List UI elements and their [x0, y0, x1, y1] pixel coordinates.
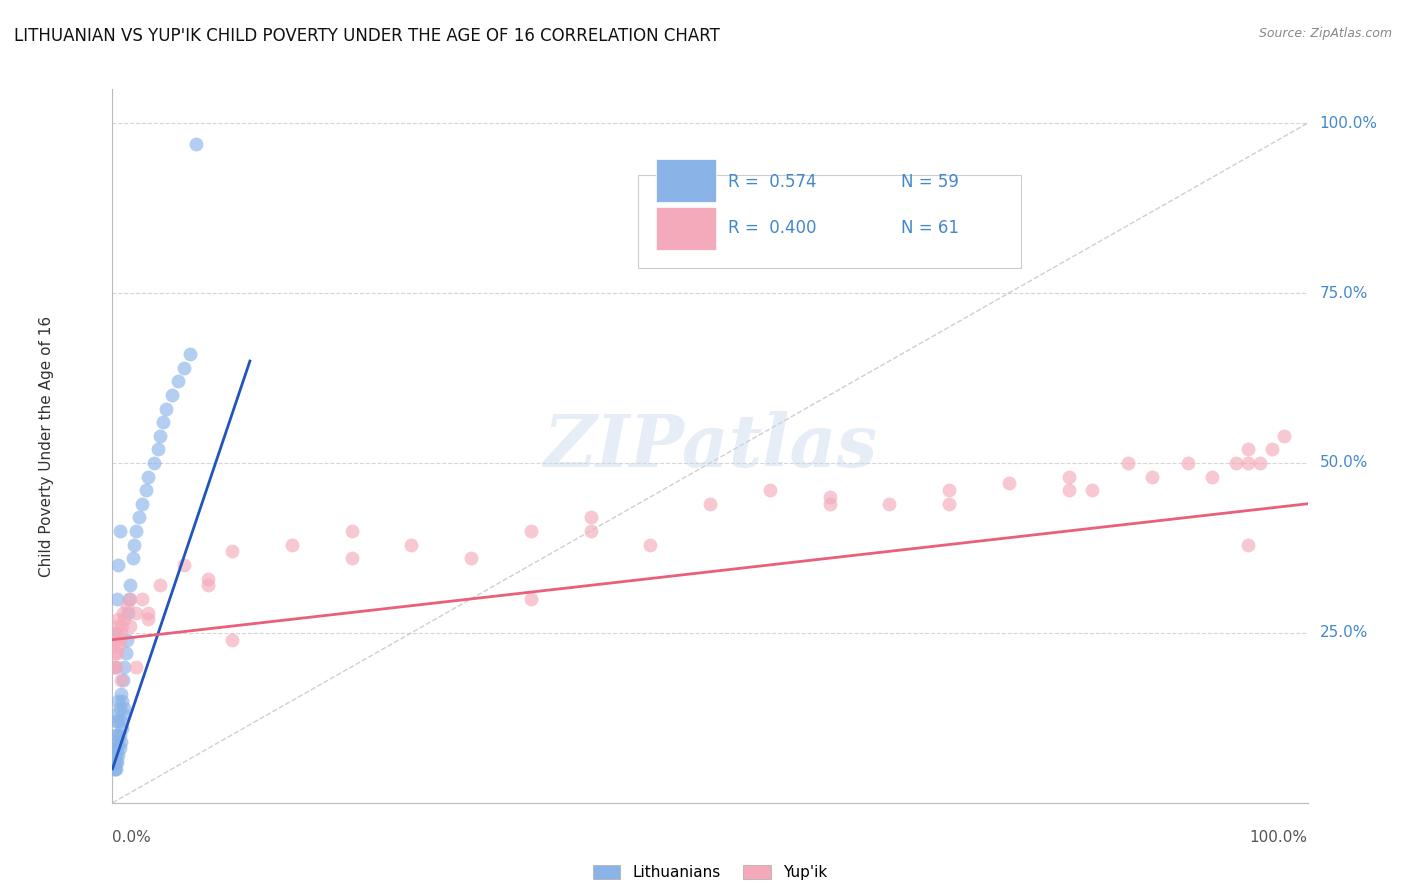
- Text: Source: ZipAtlas.com: Source: ZipAtlas.com: [1258, 27, 1392, 40]
- Text: Child Poverty Under the Age of 16: Child Poverty Under the Age of 16: [39, 316, 55, 576]
- Text: N = 61: N = 61: [901, 219, 959, 237]
- Text: 0.0%: 0.0%: [112, 830, 152, 845]
- Legend: Lithuanians, Yup'ik: Lithuanians, Yup'ik: [585, 857, 835, 888]
- Text: 50.0%: 50.0%: [1319, 456, 1368, 470]
- Text: ZIPatlas: ZIPatlas: [543, 410, 877, 482]
- FancyBboxPatch shape: [657, 159, 716, 202]
- Text: 75.0%: 75.0%: [1319, 285, 1368, 301]
- Text: N = 59: N = 59: [901, 173, 959, 191]
- FancyBboxPatch shape: [638, 175, 1021, 268]
- Text: 100.0%: 100.0%: [1250, 830, 1308, 845]
- Text: 25.0%: 25.0%: [1319, 625, 1368, 640]
- Text: LITHUANIAN VS YUP'IK CHILD POVERTY UNDER THE AGE OF 16 CORRELATION CHART: LITHUANIAN VS YUP'IK CHILD POVERTY UNDER…: [14, 27, 720, 45]
- Text: R =  0.400: R = 0.400: [728, 219, 817, 237]
- FancyBboxPatch shape: [657, 207, 716, 250]
- Text: R =  0.574: R = 0.574: [728, 173, 817, 191]
- Text: 100.0%: 100.0%: [1319, 116, 1378, 131]
